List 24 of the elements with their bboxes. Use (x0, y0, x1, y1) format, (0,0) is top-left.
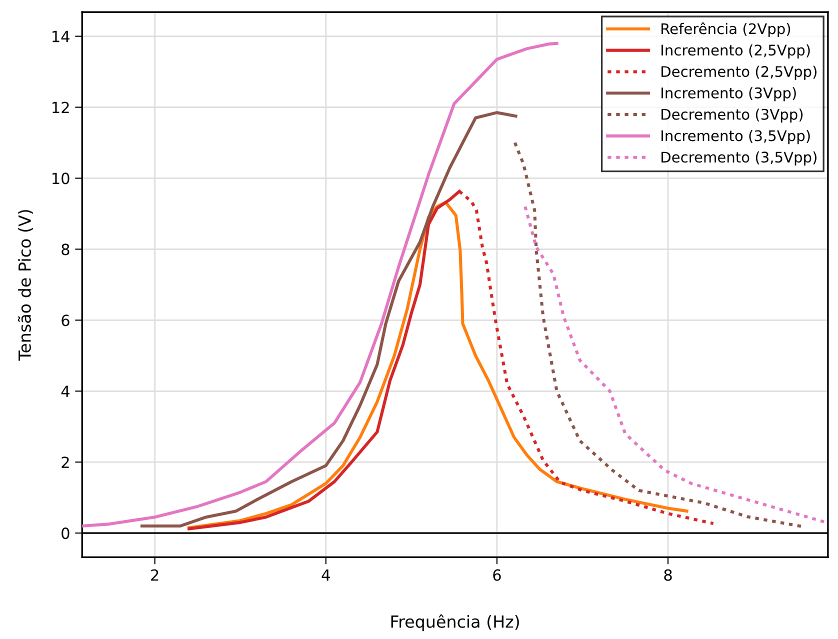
legend-label: Incremento (3Vpp) (662, 87, 796, 102)
y-tick-label: 0 (62, 528, 70, 540)
line-series (82, 42, 558, 528)
y-tick-label: 6 (62, 314, 70, 326)
x-axis-title: Frequência (Hz) (391, 614, 519, 632)
y-tick-label: 4 (61, 386, 70, 397)
y-tick-label: 12 (52, 102, 69, 114)
y-tick-label: 10 (52, 172, 70, 184)
legend-label: Referência (2Vpp) (662, 22, 790, 38)
x-tick-label: 4 (322, 569, 330, 581)
x-tick-label: 8 (664, 569, 672, 581)
legend-label: Incremento (3,5Vpp) (662, 130, 810, 144)
x-tick-label: 2 (151, 569, 158, 581)
y-axis-title: Tensão de Pico (V) (18, 210, 33, 361)
legend-label: Incremento (2,5Vpp) (662, 44, 810, 58)
legend-label: Decremento (3,5Vpp) (662, 151, 816, 166)
y-tick-label: 8 (62, 244, 70, 256)
line-series (188, 200, 688, 530)
line-series (140, 111, 518, 528)
y-tick-label: 2 (62, 456, 69, 468)
x-tick-label: 6 (493, 569, 501, 581)
legend-label: Decremento (3Vpp) (662, 108, 803, 123)
legend-label: Decremento (2,5Vpp) (662, 66, 816, 80)
y-tick-label: 14 (52, 30, 70, 42)
